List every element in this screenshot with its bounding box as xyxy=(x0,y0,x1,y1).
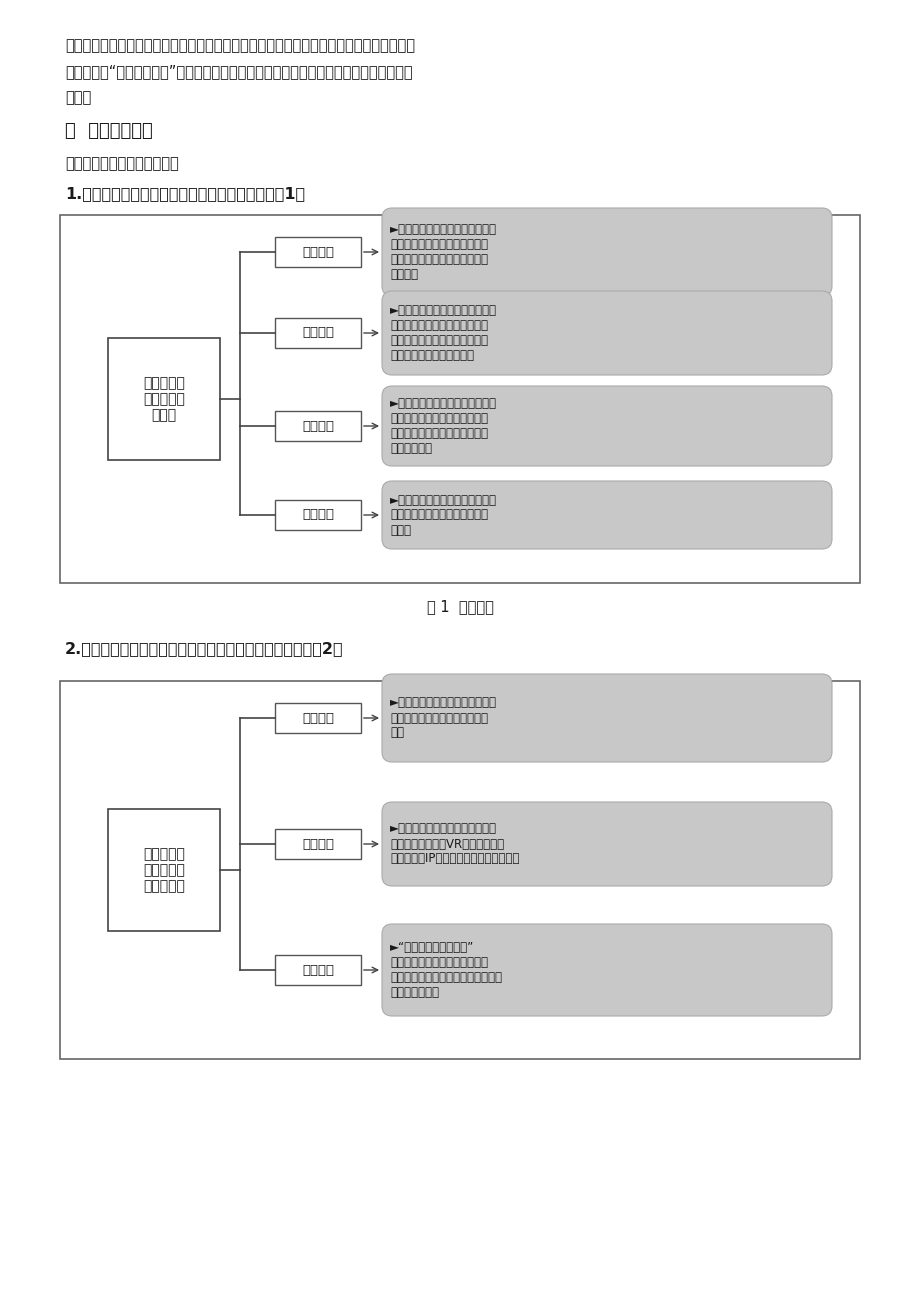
Text: 行业定位: 行业定位 xyxy=(301,711,334,724)
FancyBboxPatch shape xyxy=(381,924,831,1016)
Text: 业务构成: 业务构成 xyxy=(301,419,334,432)
Text: ►打造游戏研发与投资运作两大业
务，始终坚持精品游戏开发，培
育投资运作能力，发挥游戏与投
资的协同效应: ►打造游戏研发与投资运作两大业 务，始终坚持精品游戏开发，培 育投资运作能力，发… xyxy=(390,397,496,454)
Text: 国内一流的
泛娱乐综合
服务商: 国内一流的 泛娱乐综合 服务商 xyxy=(143,376,185,422)
Text: 公司的中长期发展战略如下。: 公司的中长期发展战略如下。 xyxy=(65,156,178,171)
FancyBboxPatch shape xyxy=(381,480,831,549)
Text: 行业定位: 行业定位 xyxy=(301,246,334,259)
FancyBboxPatch shape xyxy=(275,829,360,859)
Text: 国内知名的
精品游戏研
发与运营商: 国内知名的 精品游戏研 发与运营商 xyxy=(143,846,185,893)
FancyBboxPatch shape xyxy=(60,215,859,583)
Text: 2.五年战略目标：国内知名的精品游戏研发与运营商（见图2）: 2.五年战略目标：国内知名的精品游戏研发与运营商（见图2） xyxy=(65,641,344,656)
Text: 图 1  愿景目标: 图 1 愿景目标 xyxy=(426,599,493,615)
FancyBboxPatch shape xyxy=(275,237,360,267)
Text: ►以游戏研发与运营为核心，不断
深入研究挖掘泛娱乐产业各领域
投资机会，逐步形成可持续的产
业生态链: ►以游戏研发与运营为核心，不断 深入研究挖掘泛娱乐产业各领域 投资机会，逐步形成… xyxy=(390,223,496,281)
FancyBboxPatch shape xyxy=(275,318,360,348)
FancyBboxPatch shape xyxy=(381,802,831,885)
FancyBboxPatch shape xyxy=(108,339,220,460)
Text: ►突出游戏研发与运营的核心，成
为国内知名的精品游戏研发与运
营商: ►突出游戏研发与运营的核心，成 为国内知名的精品游戏研发与运 营商 xyxy=(390,697,496,740)
FancyBboxPatch shape xyxy=(275,500,360,530)
Text: ►“立足国内，辐射全球”
以东南亚为突破口，逐步进入欧
美市场，及开拓巴西、中东、非洲、
印度等新兴地区: ►“立足国内，辐射全球” 以东南亚为突破口，逐步进入欧 美市场，及开拓巴西、中东… xyxy=(390,941,502,999)
Text: 理念，秉持“铸就游戏之魂”的使命，致力于产品的开发和改革，为用户打造更优秀的精品: 理念，秉持“铸就游戏之魂”的使命，致力于产品的开发和改革，为用户打造更优秀的精品 xyxy=(65,64,413,79)
FancyBboxPatch shape xyxy=(381,208,831,296)
Text: 1.愿景目标：国内一流的泛娱乐综合服务商（见图1）: 1.愿景目标：国内一流的泛娱乐综合服务商（见图1） xyxy=(65,186,305,201)
FancyBboxPatch shape xyxy=(381,385,831,466)
Text: 业务模式: 业务模式 xyxy=(301,837,334,850)
FancyBboxPatch shape xyxy=(108,809,220,931)
Text: 领域范围: 领域范围 xyxy=(301,963,334,976)
Text: 未来，电魂网络将以务实、合作、创新、快乐为核心价值观，坚持一切以用户为依归的经营: 未来，电魂网络将以务实、合作、创新、快乐为核心价值观，坚持一切以用户为依归的经营 xyxy=(65,38,414,53)
Text: 目标定位: 目标定位 xyxy=(301,509,334,522)
FancyBboxPatch shape xyxy=(381,292,831,375)
Text: ►搭建以端游为基础、手游为发展
重点、主机游戏和VR为种子的业务
格局，辅以IP投资与运作，实现业务创新: ►搭建以端游为基础、手游为发展 重点、主机游戏和VR为种子的业务 格局，辅以IP… xyxy=(390,823,519,866)
Text: ►构建以游戏研发与运营为核心、
专业投资与运作管理能力为支撑
的核心能力，通过不断创新为利
益相关者提供多样化的服务: ►构建以游戏研发与运营为核心、 专业投资与运作管理能力为支撑 的核心能力，通过不… xyxy=(390,303,496,362)
FancyBboxPatch shape xyxy=(275,411,360,441)
FancyBboxPatch shape xyxy=(275,954,360,986)
FancyBboxPatch shape xyxy=(381,674,831,762)
FancyBboxPatch shape xyxy=(275,703,360,733)
Text: 二  公司发展战略: 二 公司发展战略 xyxy=(65,122,153,141)
FancyBboxPatch shape xyxy=(60,681,859,1059)
Text: ►立志成为国内一流的娱乐产业运
营商，业绩一流、产品一流、人
才一流: ►立志成为国内一流的娱乐产业运 营商，业绩一流、产品一流、人 才一流 xyxy=(390,493,496,536)
Text: 经营定位: 经营定位 xyxy=(301,327,334,340)
Text: 游戏。: 游戏。 xyxy=(65,90,91,105)
